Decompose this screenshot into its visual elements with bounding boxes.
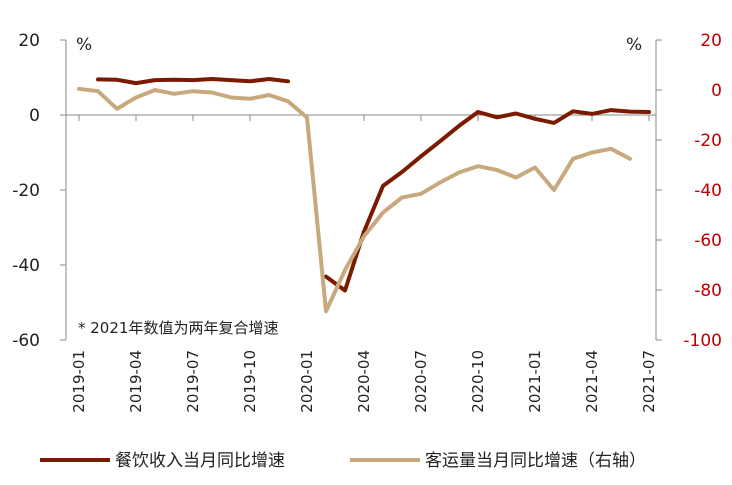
right-tick-label: -80: [694, 281, 722, 301]
left-axis-ticks: 20 0 -20 -40 -60: [12, 31, 66, 351]
x-tick-label: 2019-04: [127, 350, 145, 413]
x-tick-label: 2019-01: [70, 350, 88, 413]
x-tick-label: 2020-04: [355, 350, 373, 413]
x-tick-label: 2020-07: [412, 350, 430, 413]
left-tick-label: 0: [29, 106, 40, 126]
series-line-dining-revenue: [96, 77, 651, 293]
x-tick-label: 2019-07: [184, 350, 202, 413]
left-tick-label: -40: [12, 256, 40, 276]
x-tick-label: 2021-04: [583, 350, 601, 413]
chart-note: * 2021年数值为两年复合增速: [78, 319, 278, 337]
series-line-passenger-volume: [77, 86, 632, 314]
series-lines: [77, 77, 651, 314]
left-tick-label: -60: [12, 331, 40, 351]
right-tick-label: -100: [683, 331, 722, 351]
right-tick-label: -20: [694, 131, 722, 151]
legend: 餐饮收入当月同比增速 客运量当月同比增速（右轴）: [40, 451, 646, 471]
right-tick-label: -60: [694, 231, 722, 251]
right-tick-label: 0: [711, 81, 722, 101]
left-tick-label: -20: [12, 181, 40, 201]
x-tick-label: 2021-01: [526, 350, 544, 413]
legend-label-passenger: 客运量当月同比增速（右轴）: [425, 451, 646, 471]
right-tick-label: 20: [700, 31, 722, 51]
x-axis-ticks: 2019-01 2019-04 2019-07 2019-10 2020-01 2020-…: [70, 115, 658, 413]
right-axis-unit: %: [626, 35, 642, 55]
left-axis-unit: %: [76, 35, 92, 55]
left-tick-label: 20: [18, 31, 40, 51]
x-tick-label: 2020-10: [469, 350, 487, 413]
x-tick-label: 2021-07: [640, 350, 658, 413]
x-tick-label: 2020-01: [298, 350, 316, 413]
axes: [65, 40, 657, 340]
right-axis-ticks: 20 0 -20 -40 -60 -80 -100: [656, 31, 722, 351]
right-tick-label: -40: [694, 181, 722, 201]
x-tick-label: 2019-10: [241, 350, 259, 413]
legend-label-dining: 餐饮收入当月同比增速: [115, 451, 285, 471]
